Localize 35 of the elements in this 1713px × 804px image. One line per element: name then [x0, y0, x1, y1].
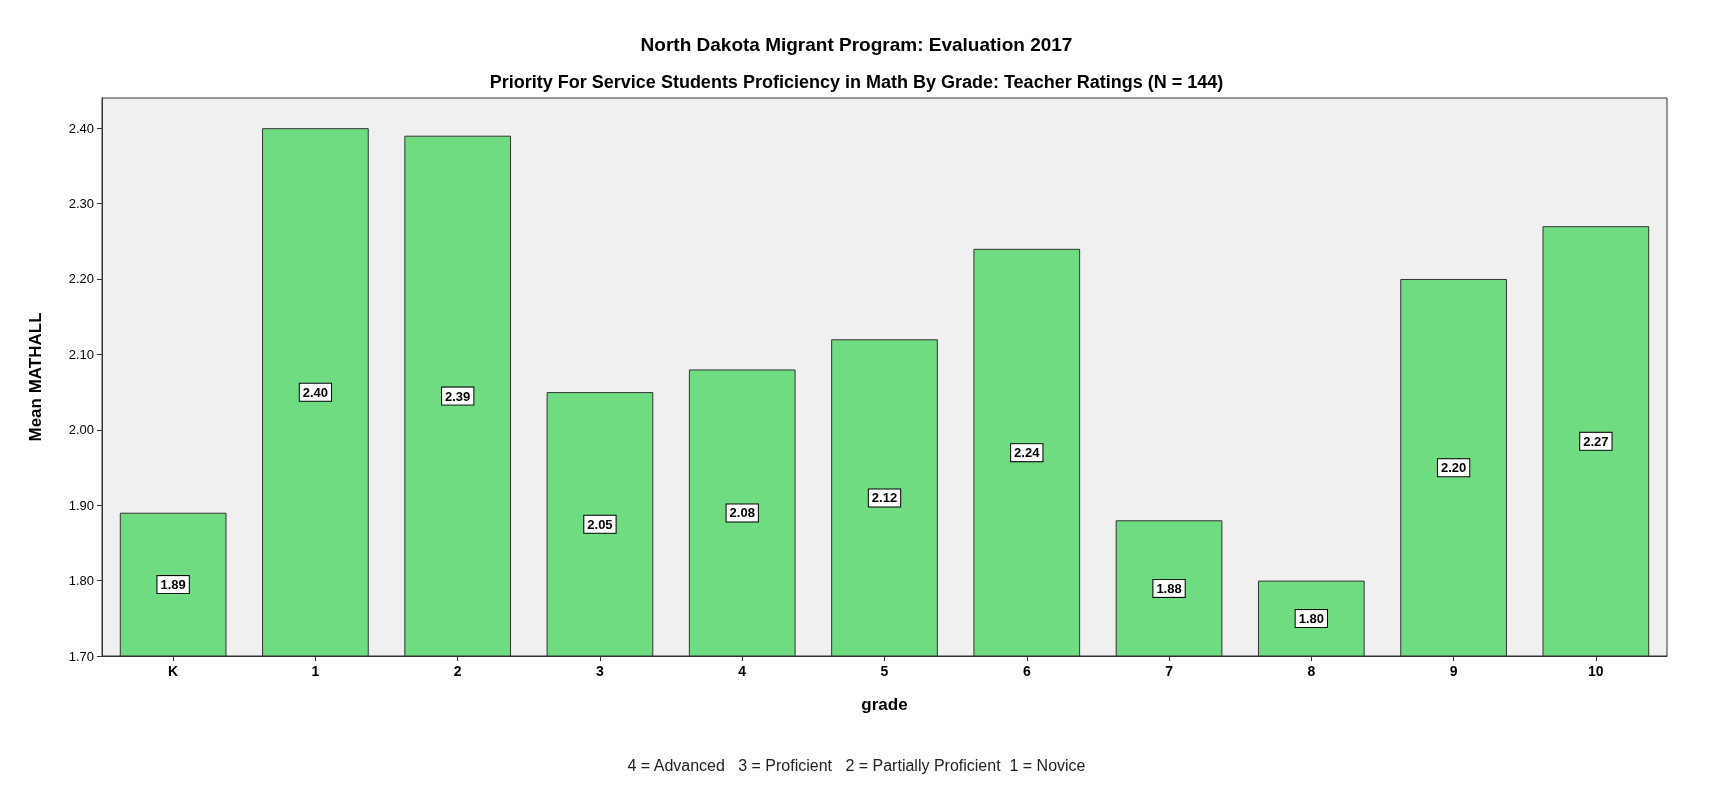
y-axis-title: Mean MATHALL [26, 312, 45, 442]
y-tick-label: 1.70 [68, 648, 94, 664]
data-label: 2.24 [1014, 445, 1041, 461]
data-label: 1.89 [160, 577, 186, 593]
x-tick-label: 6 [1022, 663, 1031, 679]
x-tick-label: 8 [1307, 663, 1316, 679]
x-tick-label: K [168, 663, 179, 679]
x-tick-label: 5 [880, 663, 889, 679]
y-tick-label: 2.10 [68, 346, 94, 362]
y-tick-label: 1.90 [68, 497, 94, 513]
text: 4 = Advanced 3 = Proficient 2 = Partially Proficient 1 = Novice [627, 756, 1086, 774]
x-tick-label: 9 [1449, 663, 1458, 679]
y-tick-label: 2.30 [68, 196, 94, 212]
data-label: 2.05 [587, 516, 613, 532]
y-tick-label: 2.40 [68, 120, 94, 136]
data-label: 2.40 [302, 384, 329, 400]
chart-title: North Dakota Migrant Program: Evaluation 2017 [640, 34, 1073, 55]
data-label: 1.88 [1156, 580, 1182, 596]
data-label: 2.20 [1440, 460, 1467, 476]
x-tick-label: 2 [453, 663, 462, 679]
data-label: 2.12 [871, 490, 898, 506]
x-tick-label: 10 [1588, 663, 1604, 679]
y-tick-label: 1.80 [68, 573, 94, 589]
x-tick-label: 4 [738, 663, 747, 679]
data-label: 2.08 [729, 505, 755, 521]
x-tick-label: 7 [1165, 663, 1174, 679]
data-label: 2.27 [1583, 433, 1609, 449]
data-label: 1.80 [1298, 611, 1324, 627]
x-axis-title: grade [861, 695, 908, 714]
y-tick-label: 2.20 [68, 271, 94, 287]
data-label: 2.39 [445, 388, 471, 404]
x-tick-label: 3 [596, 663, 605, 679]
y-tick-label: 2.00 [68, 422, 94, 438]
x-tick-label: 1 [311, 663, 320, 679]
chart-subtitle: Priority For Service Students Proficiency in Math By Grade: Teacher Ratings (N = 144) [489, 72, 1224, 92]
